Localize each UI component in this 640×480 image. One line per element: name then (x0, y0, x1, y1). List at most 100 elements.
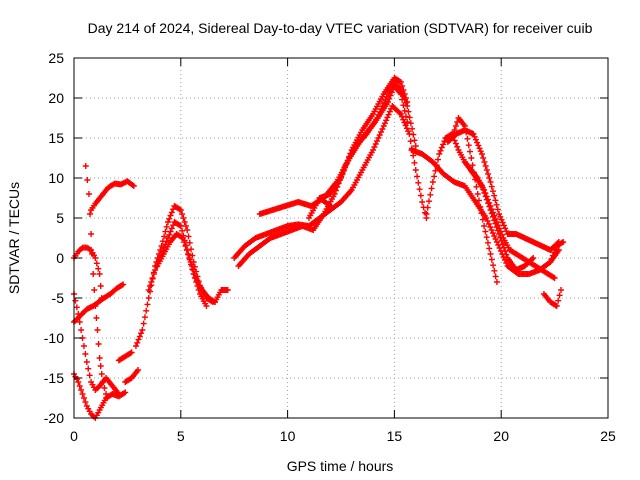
series-track-16 (316, 75, 411, 201)
data-point (478, 183, 485, 189)
data-point (560, 239, 567, 245)
data-point (488, 210, 495, 217)
data-point (475, 142, 482, 149)
series-track-04 (71, 244, 105, 301)
data-point (502, 225, 509, 232)
data-point (491, 192, 498, 199)
data-point (83, 359, 90, 365)
data-point (163, 238, 170, 245)
data-point (76, 319, 83, 325)
data-point (469, 162, 476, 169)
data-point (503, 251, 510, 258)
x-tick-label: 10 (280, 428, 296, 444)
data-point (93, 260, 100, 267)
data-point (179, 235, 186, 241)
data-point (411, 137, 418, 144)
data-point (478, 151, 485, 157)
data-point (412, 143, 419, 149)
data-point (432, 167, 439, 174)
data-point (415, 179, 422, 186)
y-axis-label: SDTVAR / TECUs (6, 182, 22, 294)
data-point (451, 127, 458, 133)
data-point (89, 251, 96, 257)
data-point (416, 186, 423, 193)
data-point (168, 225, 175, 232)
x-tick-label: 20 (493, 428, 509, 444)
data-point (492, 273, 499, 280)
data-point (80, 395, 87, 401)
data-point (481, 223, 488, 229)
data-point (187, 259, 194, 265)
data-point (401, 107, 408, 114)
data-point (343, 161, 350, 167)
data-point (139, 327, 146, 333)
data-point (471, 133, 478, 140)
data-point (375, 135, 382, 141)
data-point (406, 114, 413, 121)
data-point (487, 224, 494, 230)
data-point (101, 385, 108, 391)
data-point (166, 231, 173, 238)
data-point (129, 182, 136, 189)
data-point (161, 233, 168, 240)
data-point (384, 114, 391, 121)
data-point (178, 234, 185, 241)
data-point (480, 155, 487, 161)
data-point (486, 175, 493, 181)
data-point (484, 239, 491, 246)
data-point (452, 140, 459, 147)
data-point (424, 204, 431, 211)
data-point (153, 263, 160, 270)
data-point (489, 213, 496, 220)
series-track-13 (231, 103, 430, 261)
series-track-07 (115, 349, 135, 364)
data-point (344, 157, 351, 164)
data-point (404, 99, 411, 105)
data-point (437, 147, 444, 154)
data-point (555, 297, 562, 304)
data-point (149, 275, 156, 281)
data-point (477, 148, 484, 155)
x-tick-label: 15 (387, 428, 403, 444)
series-track-21 (449, 115, 500, 285)
data-point (486, 245, 493, 252)
data-point (461, 123, 468, 129)
data-point (372, 141, 379, 147)
data-point (475, 197, 482, 204)
data-point (491, 217, 498, 224)
data-point (488, 227, 495, 233)
data-point (78, 327, 85, 333)
data-point (551, 249, 558, 256)
data-point (138, 330, 145, 337)
data-point (127, 350, 134, 357)
data-point (92, 255, 99, 261)
data-point (184, 227, 191, 233)
x-tick-label: 0 (70, 428, 78, 444)
data-point (120, 281, 127, 288)
data-point (467, 148, 474, 155)
data-point (547, 259, 554, 265)
data-point (162, 228, 169, 235)
data-point (500, 222, 507, 229)
data-point (499, 219, 506, 226)
data-point (474, 139, 481, 146)
series-track-17 (305, 195, 334, 221)
data-point (465, 142, 472, 149)
data-point (426, 198, 433, 205)
y-tick-label: 20 (48, 90, 64, 106)
data-point (339, 171, 346, 178)
data-point (411, 159, 418, 166)
data-point (79, 391, 86, 397)
data-point (145, 287, 152, 293)
data-point (492, 220, 499, 227)
data-point (396, 78, 403, 85)
data-point (402, 113, 409, 120)
data-point (400, 87, 407, 93)
data-point (405, 108, 412, 115)
data-point (72, 297, 79, 304)
data-point (75, 379, 82, 385)
data-point (82, 351, 89, 357)
data-point (97, 283, 104, 289)
data-point (401, 91, 408, 97)
data-point (188, 263, 195, 269)
